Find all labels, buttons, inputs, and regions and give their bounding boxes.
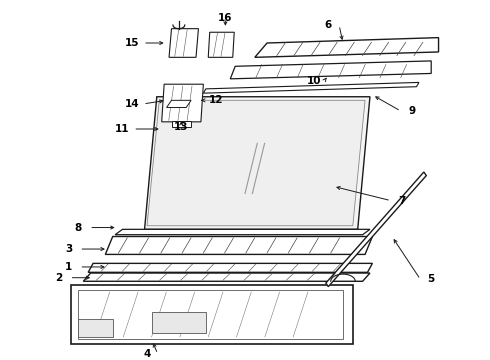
Text: 9: 9 <box>408 106 415 116</box>
Text: 15: 15 <box>125 38 140 48</box>
Text: 4: 4 <box>143 349 151 359</box>
Polygon shape <box>230 61 431 79</box>
Text: 5: 5 <box>428 274 435 284</box>
Text: 11: 11 <box>115 124 130 134</box>
Text: 8: 8 <box>75 222 82 233</box>
Polygon shape <box>78 290 343 339</box>
Text: 16: 16 <box>218 13 233 23</box>
Text: 12: 12 <box>208 95 223 105</box>
Text: 1: 1 <box>65 262 72 272</box>
Polygon shape <box>203 82 419 93</box>
Text: 3: 3 <box>65 244 72 254</box>
Polygon shape <box>115 229 370 235</box>
Text: 13: 13 <box>174 122 189 132</box>
Polygon shape <box>152 312 206 333</box>
Text: 2: 2 <box>55 273 62 283</box>
Polygon shape <box>83 273 370 281</box>
Polygon shape <box>162 84 203 122</box>
Polygon shape <box>326 172 426 287</box>
Polygon shape <box>172 121 191 127</box>
Text: 6: 6 <box>325 20 332 30</box>
Polygon shape <box>105 237 372 255</box>
Polygon shape <box>145 97 370 229</box>
Polygon shape <box>208 32 234 57</box>
Polygon shape <box>167 100 191 108</box>
Text: 10: 10 <box>306 76 321 86</box>
Polygon shape <box>88 264 372 272</box>
Text: 14: 14 <box>125 99 140 109</box>
Polygon shape <box>169 29 198 57</box>
Polygon shape <box>78 319 113 337</box>
Text: 7: 7 <box>398 196 406 206</box>
Polygon shape <box>255 38 439 57</box>
Polygon shape <box>71 285 353 344</box>
Polygon shape <box>147 100 365 226</box>
